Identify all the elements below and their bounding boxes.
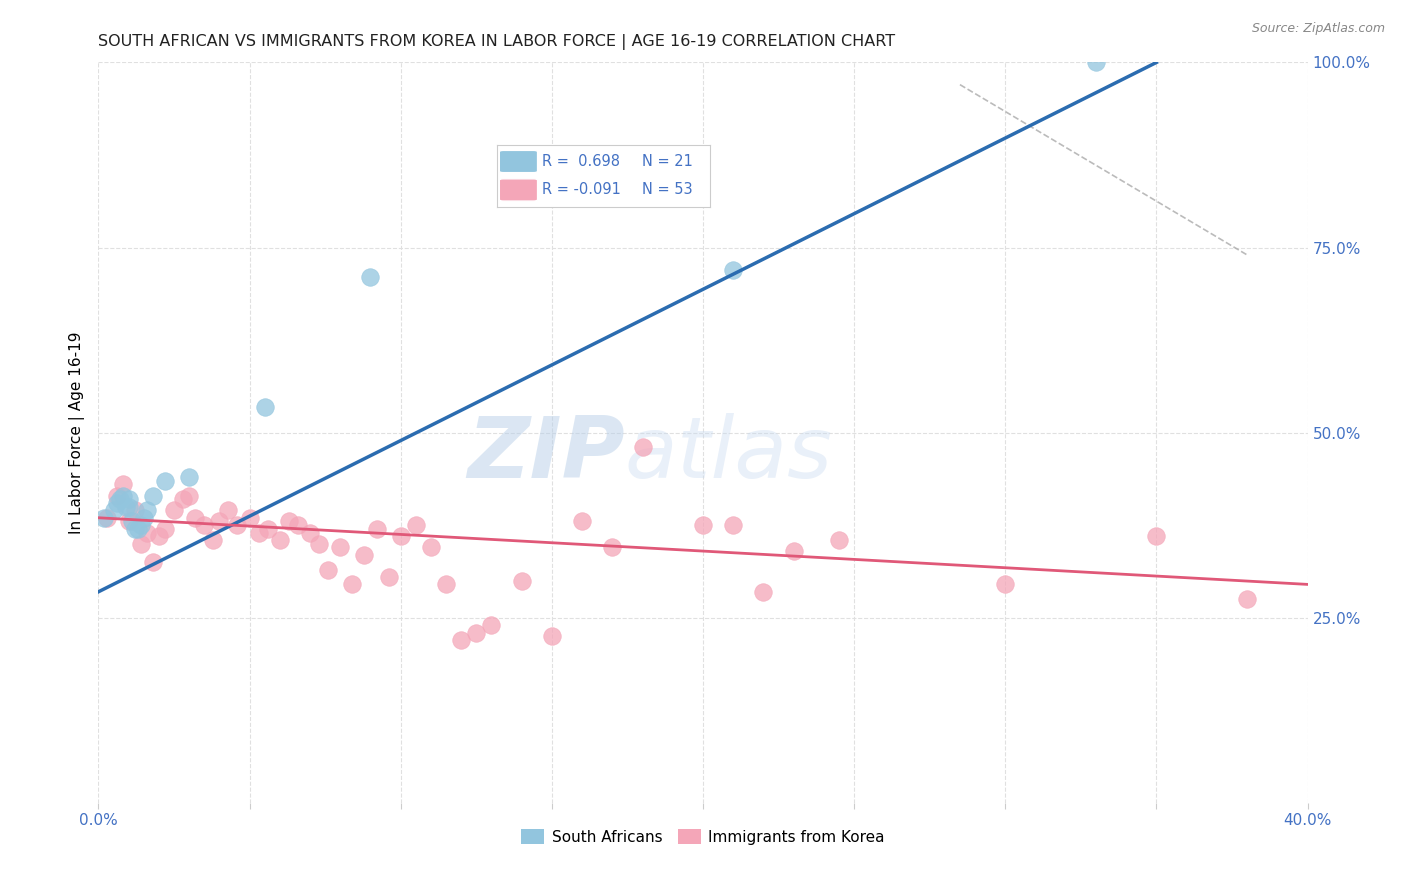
Point <box>434 577 457 591</box>
Point <box>377 570 399 584</box>
Point <box>105 496 128 510</box>
Point <box>481 618 503 632</box>
Point <box>1085 55 1108 70</box>
Point <box>127 522 149 536</box>
Point <box>299 525 322 540</box>
Point <box>389 529 412 543</box>
Point <box>217 503 239 517</box>
Point <box>405 518 427 533</box>
Point <box>247 525 270 540</box>
Point <box>342 577 364 591</box>
Text: SOUTH AFRICAN VS IMMIGRANTS FROM KOREA IN LABOR FORCE | AGE 16-19 CORRELATION CH: SOUTH AFRICAN VS IMMIGRANTS FROM KOREA I… <box>98 34 896 50</box>
Text: N = 53: N = 53 <box>641 183 692 197</box>
Text: ZIP: ZIP <box>467 413 624 496</box>
Point <box>108 492 131 507</box>
Point <box>631 441 654 455</box>
Y-axis label: In Labor Force | Age 16-19: In Labor Force | Age 16-19 <box>69 331 84 534</box>
Point <box>420 541 443 555</box>
Point <box>287 518 309 533</box>
Point <box>118 500 141 514</box>
Point <box>124 522 146 536</box>
Point <box>366 522 388 536</box>
Text: atlas: atlas <box>624 413 832 496</box>
Point <box>96 510 118 524</box>
Point <box>723 518 745 533</box>
Point <box>269 533 291 547</box>
Point <box>153 522 176 536</box>
Point <box>360 270 382 285</box>
Point <box>465 625 488 640</box>
Point <box>308 536 330 550</box>
Point <box>602 541 624 555</box>
Point <box>353 548 375 562</box>
Point <box>163 503 186 517</box>
Point <box>103 503 125 517</box>
Point <box>129 518 152 533</box>
Point <box>1236 592 1258 607</box>
Point <box>994 577 1017 591</box>
Point <box>142 555 165 569</box>
Point <box>153 474 176 488</box>
Point <box>124 503 146 517</box>
Point <box>142 489 165 503</box>
Point <box>253 400 276 414</box>
Point <box>540 629 562 643</box>
Point <box>783 544 806 558</box>
Point <box>752 584 775 599</box>
Point <box>239 510 262 524</box>
Point <box>135 525 157 540</box>
Point <box>828 533 851 547</box>
Point <box>202 533 225 547</box>
Point <box>723 262 745 277</box>
Point <box>692 518 714 533</box>
Point <box>121 515 143 529</box>
Point <box>129 536 152 550</box>
Point <box>118 515 141 529</box>
Point <box>316 563 339 577</box>
Text: R = -0.091: R = -0.091 <box>541 183 620 197</box>
Point <box>510 574 533 588</box>
Point <box>179 489 201 503</box>
Point <box>179 470 201 484</box>
Point <box>571 515 593 529</box>
Point <box>118 492 141 507</box>
Point <box>148 529 170 543</box>
Text: R =  0.698: R = 0.698 <box>541 154 620 169</box>
Point <box>256 522 278 536</box>
Text: N = 21: N = 21 <box>641 154 693 169</box>
Point <box>1144 529 1167 543</box>
Point <box>135 503 157 517</box>
Legend: South Africans, Immigrants from Korea: South Africans, Immigrants from Korea <box>515 822 891 851</box>
Point <box>111 477 134 491</box>
Point <box>450 632 472 647</box>
Point <box>132 510 155 524</box>
Point <box>172 492 194 507</box>
Text: Source: ZipAtlas.com: Source: ZipAtlas.com <box>1251 22 1385 36</box>
Point <box>111 489 134 503</box>
Point <box>114 500 136 514</box>
Point <box>93 510 115 524</box>
Point <box>193 518 215 533</box>
Point <box>329 541 352 555</box>
Point <box>208 515 231 529</box>
FancyBboxPatch shape <box>499 151 537 173</box>
FancyBboxPatch shape <box>499 178 537 201</box>
Point <box>105 489 128 503</box>
Point <box>184 510 207 524</box>
Point <box>226 518 249 533</box>
Point <box>277 515 299 529</box>
